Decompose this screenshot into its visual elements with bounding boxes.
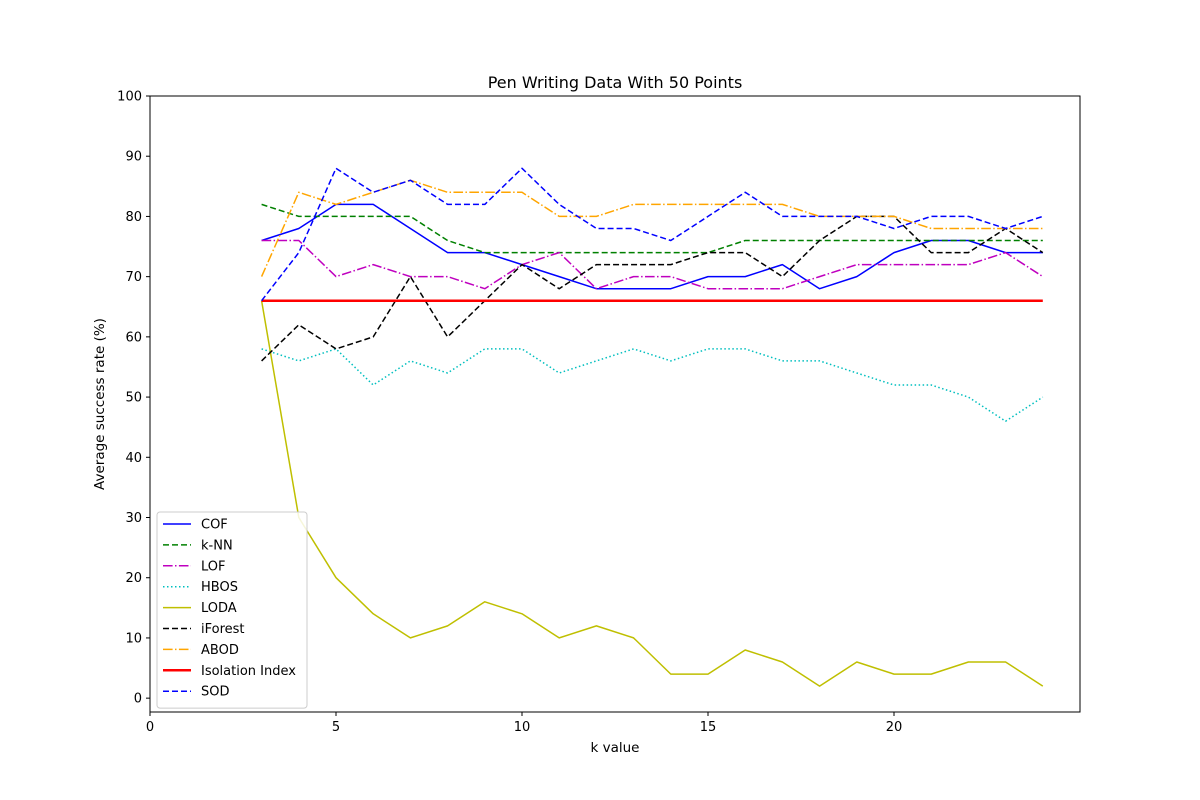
legend: COF k-NN LOF HBOS LODA iForest ABOD Isolation I… [157, 512, 307, 708]
y-tick-label: 80 [125, 210, 142, 225]
y-axis-title: Average success rate (%) [92, 318, 108, 490]
x-tick-label: 10 [514, 720, 531, 735]
y-tick-label: 20 [125, 571, 142, 586]
y-tick-label: 10 [125, 631, 142, 646]
legend-label: HBOS [201, 580, 238, 595]
legend-label: iForest [201, 622, 245, 637]
legend-label: SOD [201, 685, 230, 700]
x-tick-label: 0 [146, 720, 154, 735]
x-tick-label: 20 [886, 720, 903, 735]
legend-label: k-NN [201, 538, 233, 553]
legend-label: ABOD [201, 643, 239, 658]
y-tick-label: 30 [125, 511, 142, 526]
y-tick-label: 100 [117, 90, 142, 105]
x-axis-title: k value [591, 740, 640, 756]
legend-label: LODA [201, 601, 237, 616]
y-tick-label: 40 [125, 451, 142, 466]
y-tick-label: 70 [125, 270, 142, 285]
y-tick-label: 60 [125, 330, 142, 345]
legend-label: Isolation Index [201, 664, 296, 679]
x-tick-label: 15 [700, 720, 717, 735]
y-tick-label: 0 [134, 692, 142, 707]
y-tick-label: 90 [125, 150, 142, 165]
y-tick-label: 50 [125, 391, 142, 406]
legend-label: COF [201, 518, 228, 533]
x-tick-label: 5 [332, 720, 340, 735]
chart-title: Pen Writing Data With 50 Points [488, 73, 743, 92]
legend-label: LOF [201, 559, 226, 574]
